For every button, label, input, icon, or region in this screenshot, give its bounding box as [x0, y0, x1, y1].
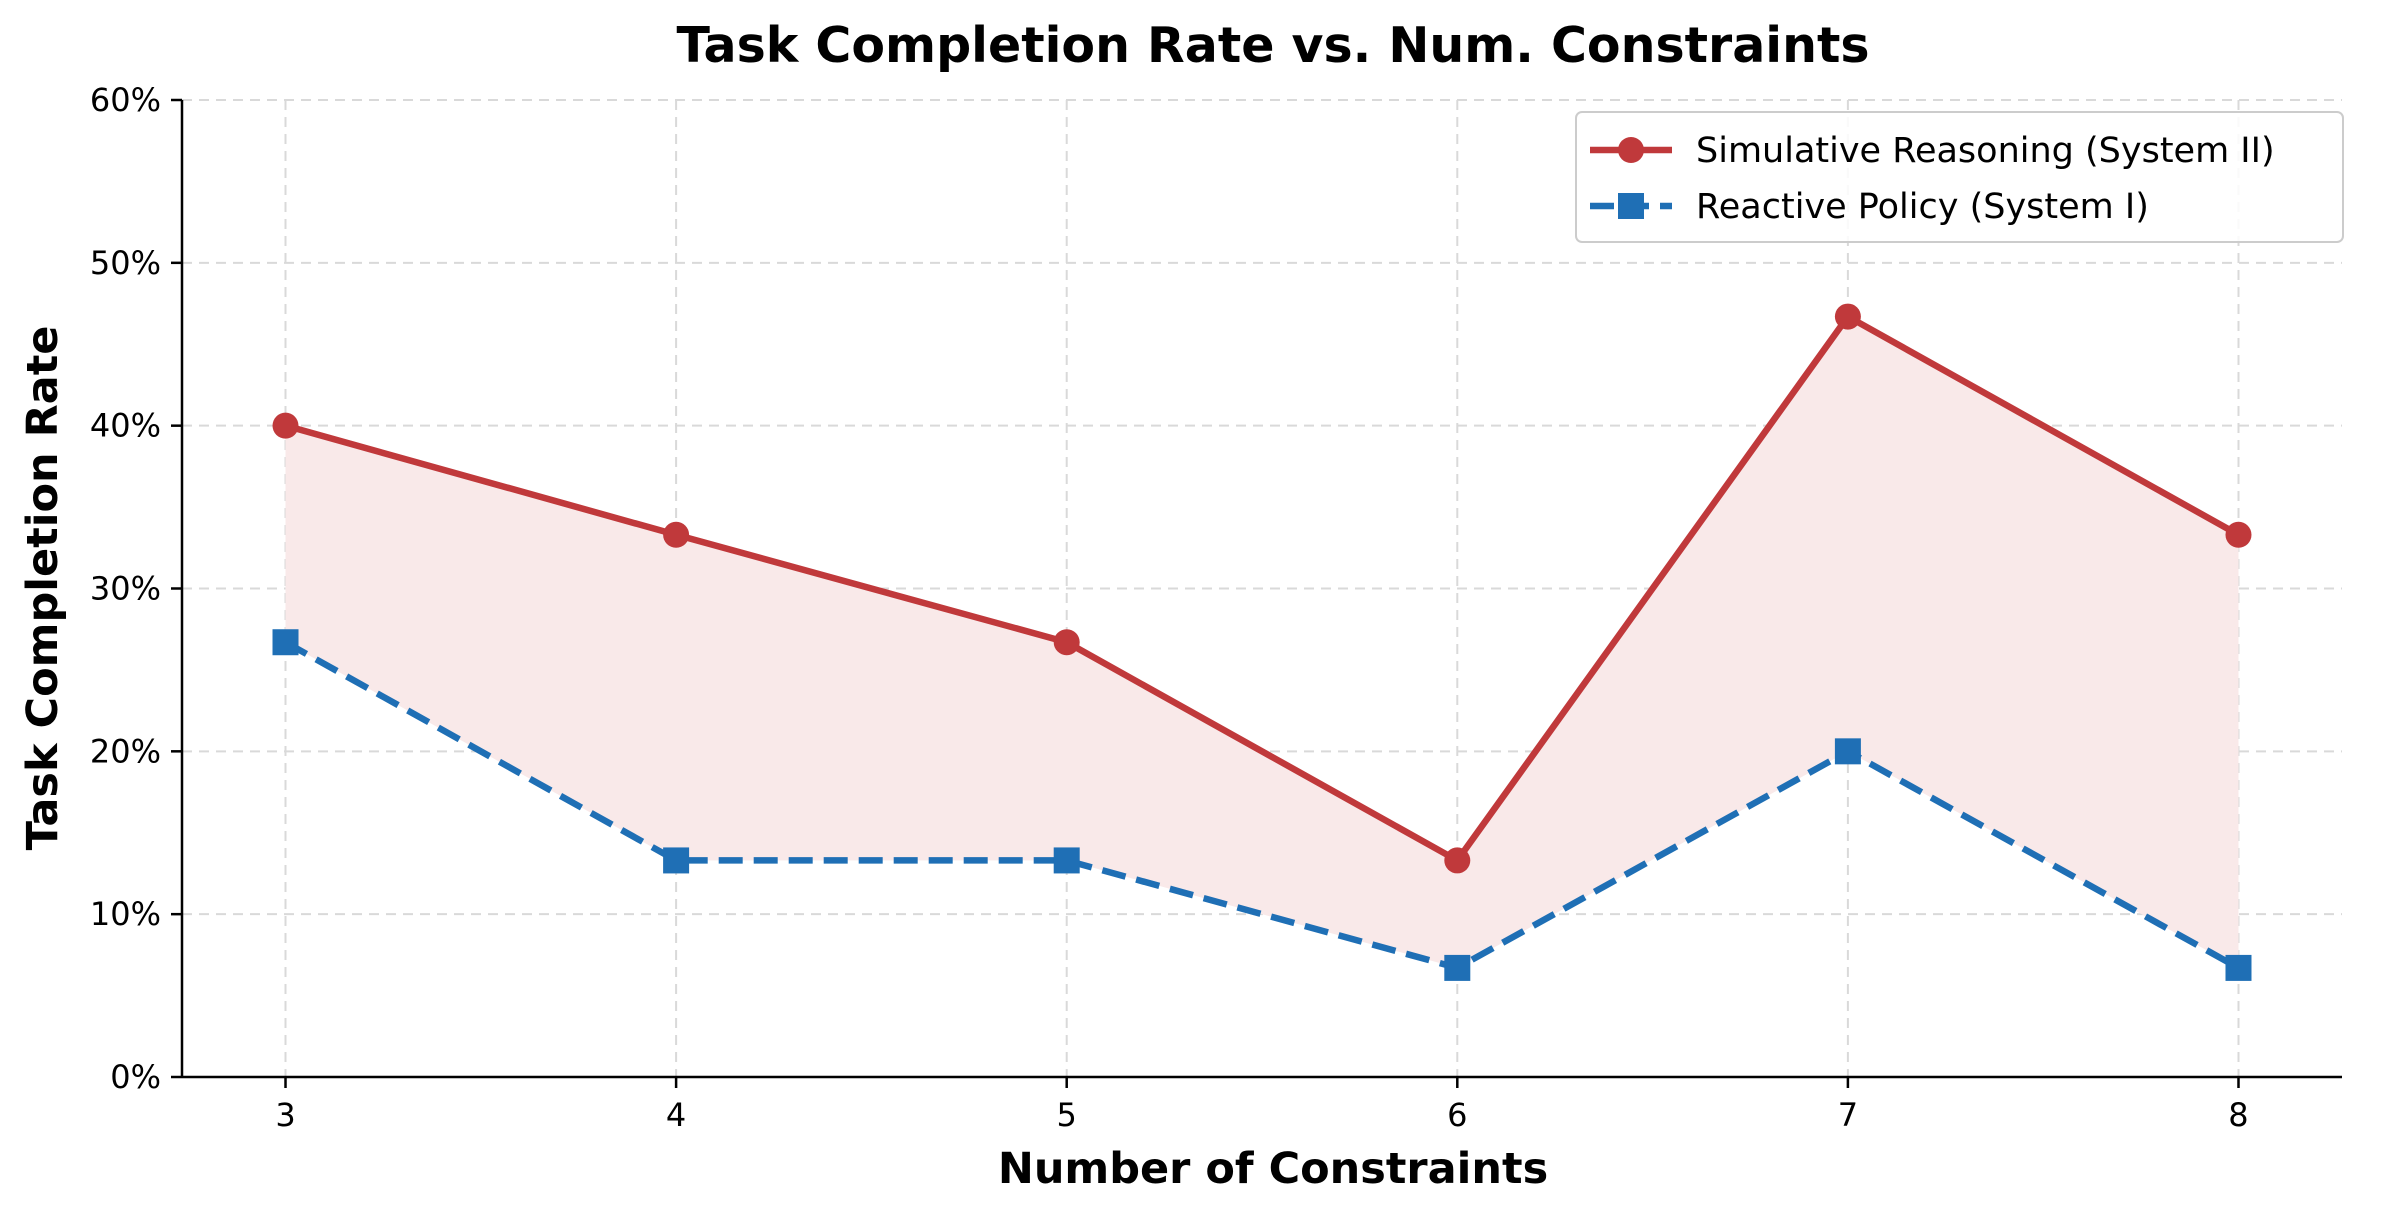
- series-1-point: [1444, 847, 1471, 874]
- x-tick-label: 3: [275, 1096, 295, 1134]
- x-tick-label: 6: [1447, 1096, 1467, 1134]
- x-tick-label: 7: [1838, 1096, 1858, 1134]
- series-1-point: [2225, 521, 2252, 548]
- series-2-point: [1834, 738, 1861, 765]
- axes: 0% 10% 20% 30% 40% 50% 60% 3 4 5 6 7 8: [90, 81, 2342, 1134]
- y-tick-label: 30%: [90, 570, 161, 608]
- y-tick-label: 40%: [90, 407, 161, 445]
- y-tick-label: 60%: [90, 81, 161, 119]
- y-tick-label: 20%: [90, 732, 161, 770]
- x-tick-label: 8: [2228, 1096, 2248, 1134]
- series-2-point: [1444, 954, 1471, 981]
- x-tick-label: 4: [666, 1096, 686, 1134]
- series-layer: [272, 303, 2252, 981]
- legend-label-1: Simulative Reasoning (System II): [1696, 131, 2275, 171]
- series-2-point: [2225, 954, 2252, 981]
- series-1-point: [1053, 629, 1080, 656]
- series-line-2: [283, 639, 2241, 972]
- series-2-point: [1053, 847, 1080, 874]
- legend: Simulative Reasoning (System II) Reactive…: [1575, 111, 2344, 243]
- series-line-1: [284, 313, 2241, 864]
- chart-title: Task Completion Rate vs. Num. Constraint…: [676, 17, 1869, 74]
- fill-between-area-shape: [285, 316, 2239, 968]
- series-1-point: [272, 412, 299, 439]
- legend-label-2: Reactive Policy (System I): [1696, 187, 2149, 227]
- legend-marker-1: [1618, 137, 1644, 163]
- series-1-point: [1834, 303, 1861, 330]
- y-axis-label: Task Completion Rate: [18, 326, 68, 851]
- x-tick-label: 5: [1057, 1096, 1077, 1134]
- fill-between-area: [285, 316, 2239, 968]
- y-tick-label: 0%: [110, 1058, 161, 1096]
- legend-box: [1575, 111, 2344, 243]
- x-axis-label: Number of Constraints: [998, 1144, 1548, 1194]
- y-tick-label: 10%: [90, 895, 161, 933]
- legend-marker-2: [1618, 193, 1644, 219]
- series-2-point: [663, 847, 690, 874]
- y-tick-label: 50%: [90, 244, 161, 282]
- series-1-point: [663, 521, 690, 548]
- series-2-point: [272, 629, 299, 656]
